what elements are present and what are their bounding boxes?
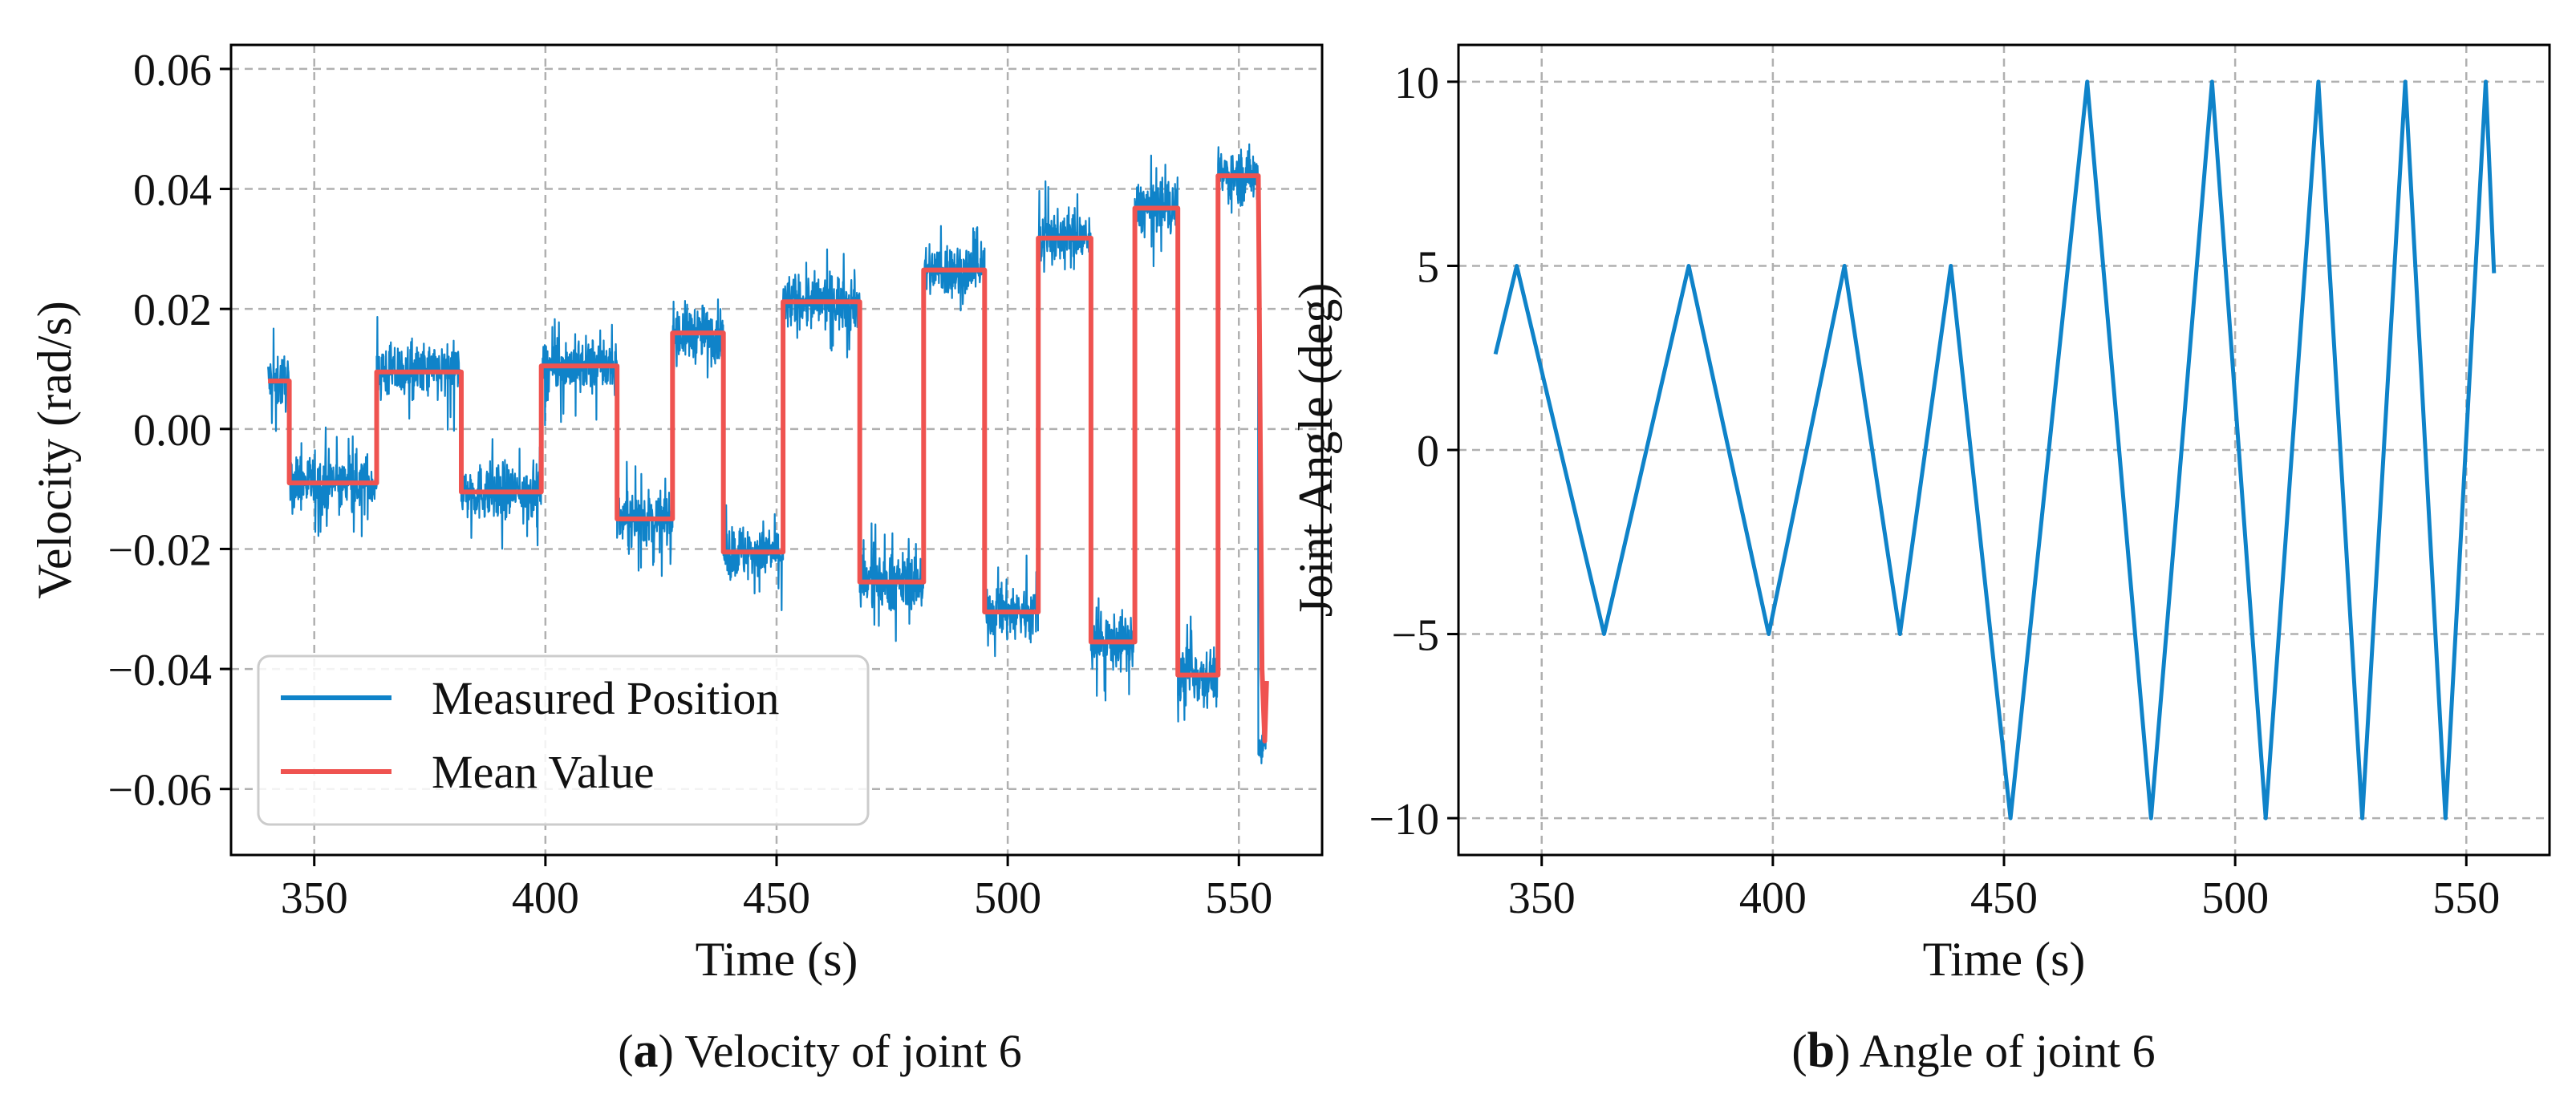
panel-b-ytick-label: 0: [1417, 427, 1439, 476]
panel-b-xlabel: Time (s): [1923, 933, 2086, 986]
caption-a-letter: a: [634, 1023, 659, 1078]
legend-label-mean: Mean Value: [432, 746, 655, 798]
panel-b-ytick-label: −5: [1391, 611, 1439, 661]
caption-b-text: Angle of joint 6: [1860, 1025, 2156, 1077]
panel-a-xtick-label: 450: [743, 873, 810, 923]
panel-a-ytick-label: 0.00: [133, 406, 212, 456]
legend-label-measured: Measured Position: [432, 672, 779, 724]
panel-a-ytick-label: −0.04: [108, 646, 212, 695]
panel-b-ytick-label: −10: [1369, 795, 1439, 845]
caption-a-text: Velocity of joint 6: [684, 1025, 1021, 1077]
panel-a-data: [267, 143, 1269, 764]
caption-b-letter: b: [1807, 1023, 1835, 1078]
panel-a-ytick-label: −0.06: [108, 766, 212, 816]
panel-a-ticks: 350 400 450 500 550 −0.06 −0.04 −0.02 0.00 0.02 0.…: [108, 46, 1272, 923]
series-mean-value: [268, 173, 1269, 744]
panel-b-data: [1493, 79, 2497, 820]
panel-a-xtick-label: 350: [281, 873, 348, 923]
panel-b-ticks: 350 400 450 500 550 −10 −5 0 5 10: [1369, 59, 2500, 923]
panel-a-ytick-label: −0.02: [108, 525, 212, 575]
panel-a-xtick-label: 500: [974, 873, 1041, 923]
panel-b-xtick-label: 450: [1970, 873, 2038, 923]
panel-a-xlabel: Time (s): [696, 933, 858, 986]
series-measured-position: [267, 143, 1268, 764]
panel-b-xtick-label: 400: [1739, 873, 1807, 923]
panel-a-ytick-label: 0.02: [133, 286, 212, 335]
panel-b-xtick-label: 550: [2432, 873, 2500, 923]
panel-b-ytick-label: 5: [1417, 242, 1439, 292]
panel-b-angle: 350 400 450 500 550 −10 −5 0 5 10 Time (s) Joint …: [1289, 43, 2551, 1078]
panel-b-ylabel: Joint Angle (deg): [1289, 283, 1342, 618]
caption-a: (a) Velocity of joint 6: [618, 1023, 1022, 1078]
panel-b-grid: [1458, 45, 2550, 855]
caption-b: (b) Angle of joint 6: [1791, 1023, 2155, 1078]
panel-a-velocity: 350 400 450 500 550 −0.06 −0.04 −0.02 0.00 0.02 0.…: [28, 43, 1324, 1078]
panel-b-xtick-label: 350: [1508, 873, 1576, 923]
panel-a-xtick-label: 550: [1205, 873, 1272, 923]
panel-a-ytick-label: 0.06: [133, 46, 212, 95]
panel-b-xtick-label: 500: [2201, 873, 2269, 923]
legend-box: [257, 654, 870, 826]
panel-a-xtick-label: 400: [512, 873, 579, 923]
series-joint-angle: [1493, 79, 2497, 820]
panel-b-ytick-label: 10: [1394, 59, 1439, 108]
panel-a-legend: Measured Position Mean Value: [257, 654, 870, 826]
panel-a-ylabel: Velocity (rad/s): [28, 301, 81, 599]
panel-a-ytick-label: 0.04: [133, 166, 212, 216]
